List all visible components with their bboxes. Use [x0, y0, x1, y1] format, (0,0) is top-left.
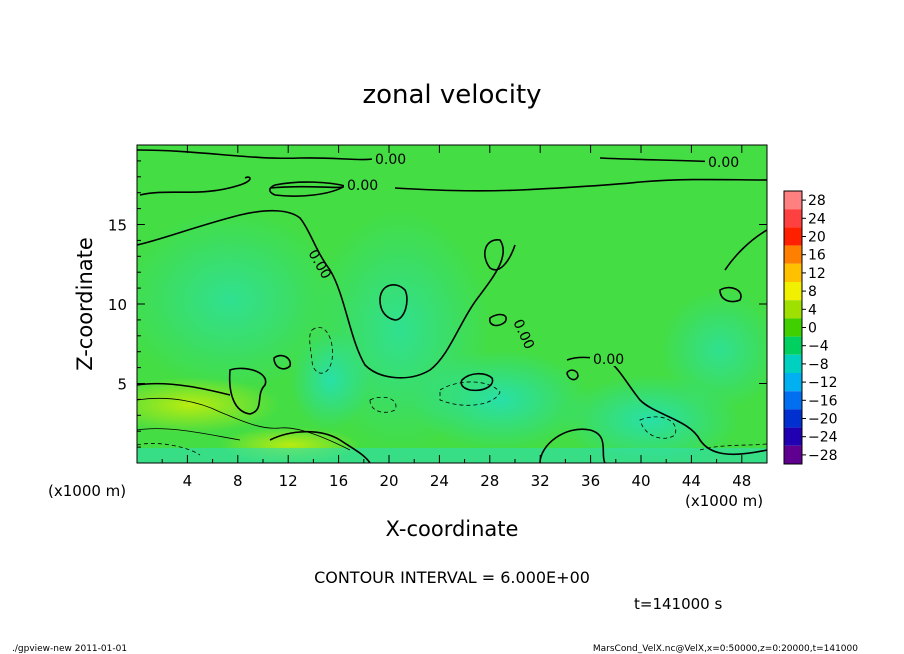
zero-contour-right-arm — [479, 239, 516, 296]
zero-contour-island — [719, 286, 742, 303]
colorbar-swatch — [784, 354, 802, 373]
negative-contour — [369, 396, 397, 413]
plot-area: 0.00 0.00 0.00 0.00 0.00 0.00 — [137, 145, 767, 463]
colorbar-label: 20 — [808, 230, 826, 246]
zero-contour-right-edge — [724, 229, 767, 271]
colorbar-label: −16 — [808, 393, 838, 409]
contour-label: 0.00 — [708, 155, 739, 171]
colorbar-swatch — [784, 191, 802, 210]
y-tick-label: 15 — [108, 217, 127, 235]
field-blob — [290, 330, 370, 430]
zero-contour-island — [488, 313, 507, 327]
x-tick-label: 12 — [279, 472, 298, 490]
secondary-contours — [137, 397, 351, 451]
colorbar-label: 28 — [808, 193, 826, 209]
colorbar-label: −20 — [808, 412, 838, 428]
colorbar-label: −8 — [808, 357, 829, 373]
contour-interval: CONTOUR INTERVAL = 6.000E+00 — [314, 568, 590, 587]
x-tick-label: 24 — [430, 472, 449, 490]
colorbar-swatch — [784, 336, 802, 355]
y-tick-label: 5 — [117, 376, 127, 394]
x-tick-label: 44 — [682, 472, 701, 490]
colorbar-swatch — [784, 373, 802, 392]
time-label: t=141000 s — [634, 595, 722, 613]
x-tick-label: 16 — [329, 472, 348, 490]
positive-contour — [137, 428, 241, 441]
negative-contour — [439, 381, 501, 406]
contour-label-bg — [344, 176, 386, 192]
colorbar-label: −12 — [808, 375, 838, 391]
x-tick-label: 36 — [581, 472, 600, 490]
x-tick-label: 40 — [631, 472, 650, 490]
zero-contours — [137, 149, 767, 463]
x-tick-label: 32 — [531, 472, 550, 490]
colorbar-swatch — [784, 245, 802, 264]
chart-title: zonal velocity — [362, 80, 541, 110]
field-blob — [660, 290, 767, 410]
positive-contour — [137, 397, 351, 451]
contour-label: 0.00 — [347, 178, 378, 194]
y-axis-label: Z-coordinate — [73, 237, 97, 371]
colorbar-label: 16 — [808, 248, 826, 264]
colorbar-label: 12 — [808, 266, 826, 282]
contour-label-bg — [372, 150, 414, 166]
x-tick-label: 8 — [233, 472, 243, 490]
negative-contour — [137, 443, 201, 456]
colorbar-swatch — [784, 409, 802, 428]
x-tick-label: 4 — [183, 472, 193, 490]
y-tick-label: 10 — [108, 296, 127, 314]
y-axis: 5 10 15 — [108, 160, 767, 448]
colorbar-label: −4 — [808, 339, 829, 355]
zero-contour-left-arm — [137, 209, 481, 379]
colorbar-swatch — [784, 263, 802, 282]
zero-contour-bottom-left — [228, 367, 267, 415]
colorbar-swatch — [784, 318, 802, 337]
negative-contours — [137, 327, 767, 456]
zero-contour-top — [137, 149, 381, 161]
contour-label: 0.00 — [375, 152, 406, 168]
x-tick-label: 20 — [379, 472, 398, 490]
colorbar-swatch — [784, 427, 802, 446]
zero-contour-island — [566, 369, 579, 381]
zero-contour-mid-left — [137, 382, 231, 396]
contour-label-bg — [590, 350, 632, 366]
colorbar-label: 8 — [808, 284, 817, 300]
x-axis-label: X-coordinate — [386, 517, 519, 541]
field-blob — [410, 350, 590, 450]
negative-contour — [309, 327, 333, 374]
colorbar-swatch — [784, 300, 802, 319]
contour-label: 0.00 — [593, 352, 624, 368]
colorbar-label: 4 — [808, 302, 817, 318]
zero-contour-island — [273, 354, 292, 370]
colorbar-swatch — [784, 209, 802, 228]
zero-contour-island — [460, 372, 494, 392]
colorbar-swatch — [784, 445, 802, 464]
x-unit-label-left: (x1000 m) — [48, 482, 126, 500]
zero-contour-closed-bump — [379, 284, 408, 321]
zero-contour-upper — [139, 176, 251, 196]
colorbar-label: −24 — [808, 430, 838, 446]
x-tick-label: 48 — [732, 472, 751, 490]
footer-left: ./gpview-new 2011-01-01 — [12, 644, 127, 654]
colorbar-label: 0 — [808, 321, 817, 337]
colorbar-swatch — [784, 282, 802, 301]
colorbar-swatch — [784, 391, 802, 410]
negative-contour — [639, 416, 677, 439]
colorbar: 28 24 20 16 12 8 4 0 −4 −8 −12 −16 −20 −24 −28 — [783, 190, 838, 465]
field-bottom-band — [137, 448, 767, 463]
field-blob — [137, 210, 340, 390]
x-unit-label-right: (x1000 m) — [685, 492, 763, 510]
x-axis: 4 8 12 16 20 24 28 32 36 40 44 48 — [161, 145, 751, 490]
footer-right: MarsCond_VelX.nc@VelX,x=0:50000,z=0:2000… — [593, 644, 858, 654]
zero-contour-lower-wave — [269, 430, 371, 463]
x-tick-label: 28 — [480, 472, 499, 490]
field-blob — [137, 377, 280, 433]
colorbar-label: 24 — [808, 211, 826, 227]
colorbar-label: −28 — [808, 448, 838, 464]
zero-contour-loop-upper — [268, 181, 348, 197]
colorbar-swatch — [784, 227, 802, 246]
contour-label-bg — [705, 153, 747, 169]
zero-contour-bottom-right — [539, 428, 606, 463]
